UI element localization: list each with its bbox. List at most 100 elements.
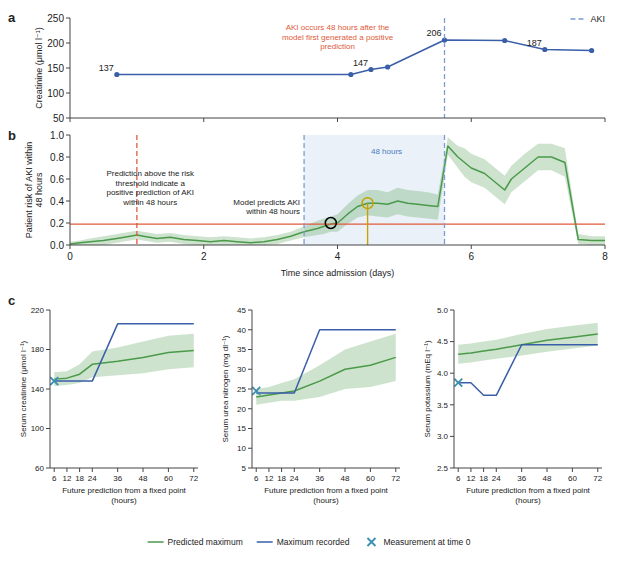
x-tick-label: 2 (201, 251, 207, 262)
text-line: positive prediction of AKI (106, 188, 194, 197)
point-marker (454, 379, 462, 387)
axes: 61218243648607260100140180220Future pred… (19, 306, 199, 505)
point-marker (368, 67, 373, 72)
x-tick-label: 48 (139, 474, 148, 483)
x-tick (92, 468, 93, 472)
x-tick-label: 60 (164, 474, 173, 483)
y-tick (66, 18, 70, 19)
text-line: Future prediction from a fixed point (62, 486, 186, 495)
plot-area (114, 18, 594, 118)
series-line (70, 146, 605, 244)
x-tick-label: 36 (315, 474, 324, 483)
x-tick (294, 468, 295, 472)
panel: 024680.00.20.40.60.81.0Time since admiss… (8, 128, 608, 278)
x-tick (168, 468, 169, 472)
range-band (54, 334, 194, 386)
reference-line (70, 223, 605, 224)
x-tick-label: 0 (67, 251, 73, 262)
x-tick (547, 468, 548, 472)
text-line: (hours) (111, 496, 137, 505)
x-axis-label: Time since admission (days) (281, 268, 395, 278)
text-line: within 48 hours (122, 198, 177, 207)
y-tick-label: 2.5 (437, 464, 449, 473)
legend: AKI (570, 14, 605, 24)
x-tick-label: 18 (277, 474, 286, 483)
range-band (256, 334, 396, 405)
y-tick (450, 404, 454, 405)
panel-title: a (8, 10, 16, 25)
x-axis-label: Future prediction from a fixed point(hou… (466, 486, 590, 505)
y-tick-label: 40 (237, 326, 246, 335)
point-marker (502, 38, 507, 43)
y-tick (66, 135, 70, 136)
y-tick (66, 93, 70, 94)
series-line (256, 330, 396, 393)
x-tick (79, 468, 80, 472)
text-line: Future prediction from a fixed point (264, 486, 388, 495)
y-tick (66, 245, 70, 246)
x-tick (143, 468, 144, 472)
y-tick-label: 20 (237, 405, 246, 414)
x-tick (483, 468, 484, 472)
y-tick (248, 448, 252, 449)
point-marker (114, 72, 119, 77)
y-tick (66, 201, 70, 202)
y-axis-label: Serum potassium (mEq l⁻¹) (423, 340, 432, 437)
legend-label: Measurement at time 0 (383, 537, 470, 547)
x-tick (256, 468, 257, 472)
x-tick (117, 468, 118, 472)
x-tick-label: 6 (52, 474, 57, 483)
text-line: model first generated a positive (282, 33, 394, 42)
y-tick-label: 50 (53, 113, 65, 124)
x-tick-label: 24 (88, 474, 97, 483)
y-tick (66, 118, 70, 119)
x-tick (471, 245, 472, 249)
x-tick-label: 60 (366, 474, 375, 483)
point-marker (385, 64, 390, 69)
y-tick (66, 43, 70, 44)
y-tick (248, 389, 252, 390)
y-tick (66, 68, 70, 69)
x-tick (203, 118, 204, 122)
x-tick-label: 6 (456, 474, 461, 483)
data-label: 137 (99, 63, 114, 73)
x-axis-label: Future prediction from a fixed point(hou… (264, 486, 388, 505)
y-tick-label: 250 (47, 13, 64, 24)
plot-area (50, 324, 194, 386)
y-tick-label: 3.5 (437, 401, 449, 410)
panel-title: c (8, 293, 15, 308)
axes: 61218243648607251015202530354045Future p… (221, 306, 401, 505)
x-tick-label: 4 (335, 251, 341, 262)
y-tick-label: 60 (35, 464, 44, 473)
x-tick-label: 6 (254, 474, 259, 483)
legend-label: AKI (590, 14, 605, 24)
y-tick-label: 30 (237, 365, 246, 374)
range-band (458, 323, 598, 364)
x-tick-label: 48 (341, 474, 350, 483)
x-tick-label: 48 (543, 474, 552, 483)
y-tick (248, 369, 252, 370)
x-tick (605, 118, 606, 122)
y-tick-label: 180 (31, 345, 45, 354)
y-axis-line (454, 310, 455, 468)
x-tick (66, 468, 67, 472)
y-tick-label: 150 (47, 63, 64, 74)
labels: c Predicted maximumMaximum recordedMeasur… (8, 293, 471, 547)
y-tick-label: 100 (31, 424, 45, 433)
y-tick-label: 4.0 (437, 369, 449, 378)
reference-line (303, 135, 304, 245)
x-tick-label: 12 (466, 474, 475, 483)
x-tick (281, 468, 282, 472)
y-tick-label: 15 (237, 424, 246, 433)
text-line: Future prediction from a fixed point (466, 486, 590, 495)
y-tick (450, 310, 454, 311)
x-tick (203, 245, 204, 249)
x-tick (496, 468, 497, 472)
y-tick (450, 341, 454, 342)
y-axis-line (70, 135, 71, 245)
legend: Predicted maximumMaximum recordedMeasure… (148, 537, 471, 547)
plot-area (70, 135, 605, 245)
panel-title: b (8, 128, 16, 143)
x-tick-label: 12 (264, 474, 273, 483)
y-tick-label: 25 (237, 385, 246, 394)
